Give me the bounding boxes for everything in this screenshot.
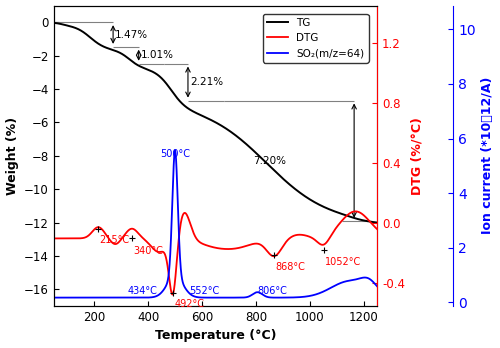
Text: 806°C: 806°C xyxy=(258,286,288,296)
Legend: TG, DTG, SO₂(m/z=64): TG, DTG, SO₂(m/z=64) xyxy=(263,14,368,63)
Y-axis label: DTG (%/°C): DTG (%/°C) xyxy=(410,117,424,195)
TG xyxy=(88,36,94,40)
DTG xyxy=(368,221,374,225)
DTG xyxy=(175,246,181,251)
TG xyxy=(107,47,113,51)
TG xyxy=(189,109,195,113)
SO₂(m/z=64) xyxy=(189,293,195,297)
Text: 552°C: 552°C xyxy=(189,286,220,296)
SO₂(m/z=64) xyxy=(51,295,57,300)
SO₂(m/z=64) xyxy=(175,204,181,208)
Text: 434°C: 434°C xyxy=(128,286,158,296)
Text: 1052°C: 1052°C xyxy=(325,257,362,267)
SO₂(m/z=64) xyxy=(333,283,339,287)
SO₂(m/z=64) xyxy=(368,278,374,282)
Text: 340°C: 340°C xyxy=(134,246,163,256)
DTG xyxy=(51,236,57,240)
TG xyxy=(51,21,57,25)
Text: 215°C: 215°C xyxy=(100,235,130,245)
Line: SO₂(m/z=64): SO₂(m/z=64) xyxy=(54,150,377,298)
TG xyxy=(175,97,181,101)
Text: 7.20%: 7.20% xyxy=(253,156,286,166)
Line: DTG: DTG xyxy=(54,211,377,294)
SO₂(m/z=64) xyxy=(172,148,178,152)
DTG xyxy=(333,226,339,230)
Y-axis label: Weight (%): Weight (%) xyxy=(6,117,18,195)
Text: 1.47%: 1.47% xyxy=(115,30,148,40)
Text: 492°C: 492°C xyxy=(174,299,204,309)
DTG xyxy=(374,227,380,231)
DTG xyxy=(107,238,113,242)
SO₂(m/z=64) xyxy=(374,284,380,288)
TG xyxy=(368,220,374,224)
TG xyxy=(374,220,380,224)
Text: 500°C: 500°C xyxy=(160,149,190,159)
DTG xyxy=(88,231,94,236)
DTG xyxy=(189,227,195,231)
Text: 868°C: 868°C xyxy=(276,262,306,272)
Y-axis label: Ion current (*10⁲12/A): Ion current (*10⁲12/A) xyxy=(482,77,494,235)
TG xyxy=(333,210,339,214)
Line: TG: TG xyxy=(54,23,377,222)
Text: 2.21%: 2.21% xyxy=(190,77,223,87)
SO₂(m/z=64) xyxy=(107,295,113,300)
SO₂(m/z=64) xyxy=(88,295,94,300)
Text: 1.01%: 1.01% xyxy=(141,50,174,60)
X-axis label: Temperature (°C): Temperature (°C) xyxy=(154,330,276,342)
DTG xyxy=(170,292,175,296)
DTG xyxy=(352,209,358,213)
